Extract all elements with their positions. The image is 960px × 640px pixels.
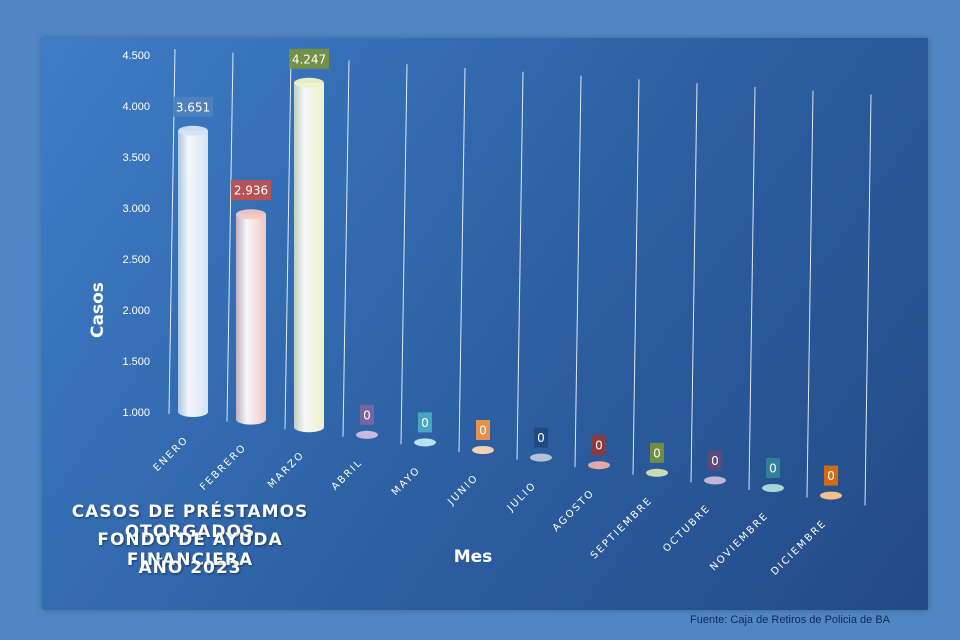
x-tick-label: SEPTIEMBRE: [589, 495, 655, 561]
gridline: [458, 67, 466, 453]
gridline: [226, 52, 234, 422]
x-tick-label: DICIEMBRE: [769, 518, 829, 578]
bar: [762, 484, 784, 492]
bar: [178, 130, 208, 417]
x-tick-label: JUNIO: [445, 472, 481, 508]
value-label: 0: [363, 408, 371, 422]
value-label-box: [650, 442, 664, 463]
value-label-box: [592, 435, 606, 456]
value-label-box: [708, 450, 722, 471]
bar-top: [178, 125, 208, 136]
chart-title-line-1: CASOS DE PRÉSTAMOS OTORGADOS: [71, 502, 309, 542]
value-label-box: [476, 420, 490, 440]
value-label-box: [289, 48, 329, 69]
chart-title-line-3: AÑO 2023: [138, 558, 242, 578]
gridline: [632, 79, 640, 475]
x-tick-label: AGOSTO: [551, 488, 597, 534]
x-tick-label: ABRIL: [330, 457, 365, 492]
bar-top: [294, 77, 324, 88]
y-tick-label: 1.000: [122, 407, 150, 419]
value-label: 0: [595, 439, 603, 453]
y-tick-label: 1.500: [122, 356, 150, 368]
bar: [414, 438, 436, 447]
gridline: [864, 94, 872, 506]
value-label: 0: [479, 424, 487, 438]
value-label: 0: [421, 416, 429, 430]
x-tick-label: MARZO: [266, 450, 307, 491]
bar: [820, 491, 842, 500]
y-tick-label: 4.500: [122, 50, 150, 62]
value-label: 0: [827, 469, 835, 483]
bar: [646, 468, 668, 477]
gridline: [748, 86, 756, 491]
y-tick-label: 3.000: [122, 203, 150, 215]
value-label: 2.936: [234, 184, 268, 198]
x-tick-label: NOVIEMBRE: [708, 510, 771, 573]
y-tick-label: 4.000: [122, 101, 150, 113]
x-tick-label: FEBRERO: [198, 442, 249, 493]
x-tick-label: ENERO: [152, 434, 192, 474]
bar: [530, 453, 552, 462]
value-label: 0: [537, 431, 545, 445]
value-label: 0: [769, 462, 777, 476]
source-note: Fuente: Caja de Retiros de Policia de BA: [690, 614, 890, 626]
x-tick-label: MAYO: [390, 465, 423, 498]
bar: [236, 214, 266, 425]
x-tick-label: JULIO: [505, 480, 539, 514]
gridline: [806, 90, 814, 498]
value-label-box: [418, 412, 432, 433]
gridline: [342, 60, 350, 437]
y-axis-label: Casos: [88, 282, 108, 338]
bar-top: [236, 209, 266, 220]
bar: [704, 476, 726, 485]
value-label-box: [231, 180, 271, 201]
bar: [472, 446, 494, 454]
gridline: [400, 64, 408, 445]
value-label-box: [534, 427, 548, 448]
value-label-box: [824, 465, 838, 486]
bar: [356, 430, 378, 439]
value-label-box: [173, 96, 213, 117]
y-tick-label: 2.000: [122, 305, 150, 317]
y-tick-label: 2.500: [122, 254, 150, 266]
x-tick-label: OCTUBRE: [661, 503, 713, 555]
gridline: [516, 71, 524, 460]
value-label: 4.247: [292, 52, 326, 66]
value-label: 0: [653, 446, 661, 460]
y-tick-label: 3.500: [122, 152, 150, 164]
gridline: [690, 83, 698, 483]
bar: [588, 461, 610, 470]
value-label-box: [766, 458, 780, 478]
value-label: 3.651: [176, 100, 210, 114]
gridline: [574, 75, 582, 468]
value-label-box: [360, 404, 374, 425]
value-label: 0: [711, 454, 719, 468]
gridline: [284, 56, 292, 430]
chart-title-line-2: FONDO DE AYUDA FINANCIERA: [97, 530, 283, 570]
x-axis-label: Mes: [454, 547, 493, 567]
bar: [294, 82, 324, 433]
